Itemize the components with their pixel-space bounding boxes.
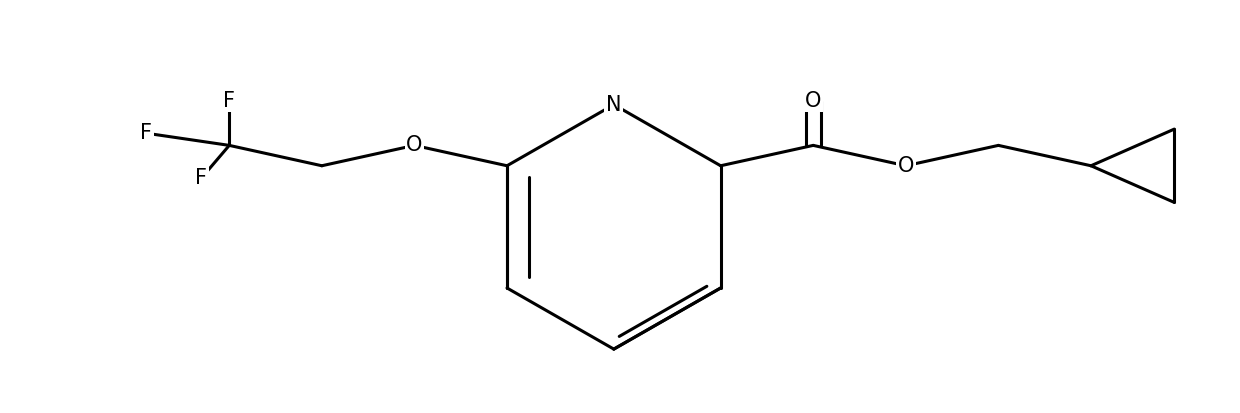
Text: O: O xyxy=(805,90,821,111)
Text: O: O xyxy=(898,156,914,176)
Text: O: O xyxy=(407,135,423,155)
Text: N: N xyxy=(606,95,621,115)
Text: F: F xyxy=(223,90,236,111)
Text: F: F xyxy=(196,168,207,188)
Text: F: F xyxy=(140,123,153,143)
